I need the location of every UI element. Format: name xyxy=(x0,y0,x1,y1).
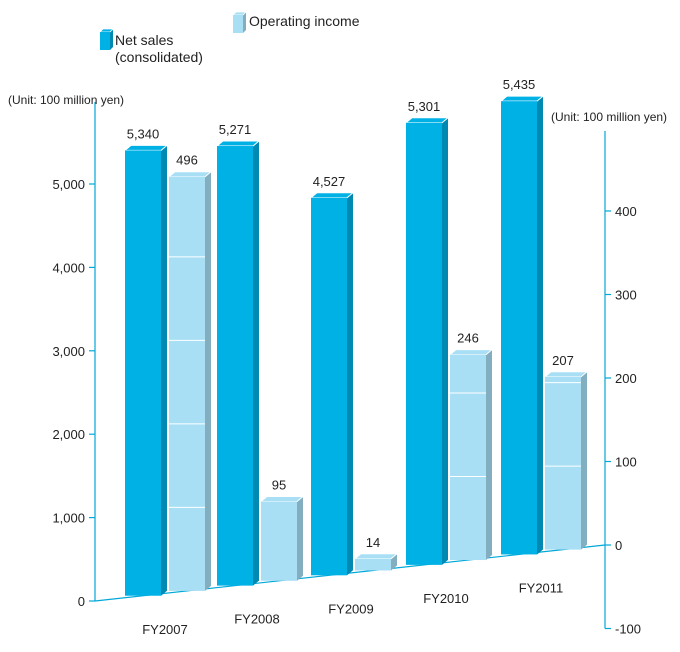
legend-swatch-net-sales-side xyxy=(110,29,113,50)
bar-front xyxy=(169,176,205,591)
bar-top xyxy=(353,553,399,560)
right-axis-tick-label: 200 xyxy=(615,371,637,386)
bar-top xyxy=(448,349,494,356)
bar-top xyxy=(215,140,261,147)
bar-top xyxy=(404,117,450,124)
bar-side xyxy=(253,141,259,586)
bar-front xyxy=(501,101,537,555)
net-sales-data-label: 5,435 xyxy=(503,77,536,92)
legend-label-net-sales-line2: (consolidated) xyxy=(115,49,203,65)
bar-side xyxy=(442,117,448,565)
bar-side xyxy=(297,496,303,581)
right-axis-tick-label: -100 xyxy=(615,622,641,637)
bar-side xyxy=(205,171,211,591)
legend-swatch-net-sales xyxy=(100,32,110,50)
bar-top xyxy=(167,171,213,178)
left-axis-tick-label: 5,000 xyxy=(52,177,85,192)
net-sales-data-label: 4,527 xyxy=(313,174,346,189)
legend-label-net-sales: Net sales xyxy=(115,32,173,48)
bar-front xyxy=(355,558,391,571)
left-axis-tick-label: 0 xyxy=(78,594,85,609)
bar-side xyxy=(581,371,587,550)
net-sales-data-label: 5,340 xyxy=(127,126,160,141)
bar-front xyxy=(125,150,161,596)
net-sales-data-label: 5,271 xyxy=(219,122,252,137)
right-axis-tick-label: 400 xyxy=(615,204,637,219)
operating-income-data-label: 14 xyxy=(366,535,380,550)
left-axis-tick-label: 3,000 xyxy=(52,344,85,359)
category-label: FY2007 xyxy=(142,622,188,637)
category-label: FY2008 xyxy=(234,612,280,627)
bar-front xyxy=(311,197,347,576)
legend-label-operating-income: Operating income xyxy=(249,13,360,29)
bar-front xyxy=(450,354,486,561)
bar-top xyxy=(259,495,305,502)
left-axis-tick-label: 1,000 xyxy=(52,511,85,526)
operating-income-data-label: 246 xyxy=(457,331,479,346)
category-label: FY2010 xyxy=(423,591,469,606)
right-axis-tick-label: 100 xyxy=(615,455,637,470)
category-label: FY2011 xyxy=(519,580,564,595)
legend-swatch-operating-income xyxy=(233,15,243,33)
operating-income-data-label: 207 xyxy=(552,353,574,368)
legend-swatch-operating-income-side xyxy=(243,12,246,33)
bar-side xyxy=(537,96,543,555)
bar-top xyxy=(123,144,169,151)
right-axis-tick-label: 0 xyxy=(615,538,622,553)
bar-top xyxy=(499,95,545,102)
left-axis-tick-label: 2,000 xyxy=(52,427,85,442)
left-axis-tick-label: 4,000 xyxy=(52,260,85,275)
operating-income-data-label: 496 xyxy=(176,153,198,168)
right-axis-unit-label: (Unit: 100 million yen) xyxy=(551,110,667,124)
bar-front xyxy=(545,376,581,550)
bar-side xyxy=(486,349,492,561)
bar-front xyxy=(261,501,297,581)
category-label: FY2009 xyxy=(328,601,374,616)
bar-front xyxy=(217,146,253,586)
bar-top xyxy=(543,371,589,378)
bar-side xyxy=(347,192,353,576)
left-axis-unit-label: (Unit: 100 million yen) xyxy=(8,93,124,107)
bar-front xyxy=(406,122,442,565)
net-sales-data-label: 5,301 xyxy=(408,99,441,114)
right-axis-tick-label: 300 xyxy=(615,288,637,303)
operating-income-data-label: 95 xyxy=(272,477,286,492)
bar-side xyxy=(161,145,167,596)
bar-top xyxy=(309,192,355,199)
